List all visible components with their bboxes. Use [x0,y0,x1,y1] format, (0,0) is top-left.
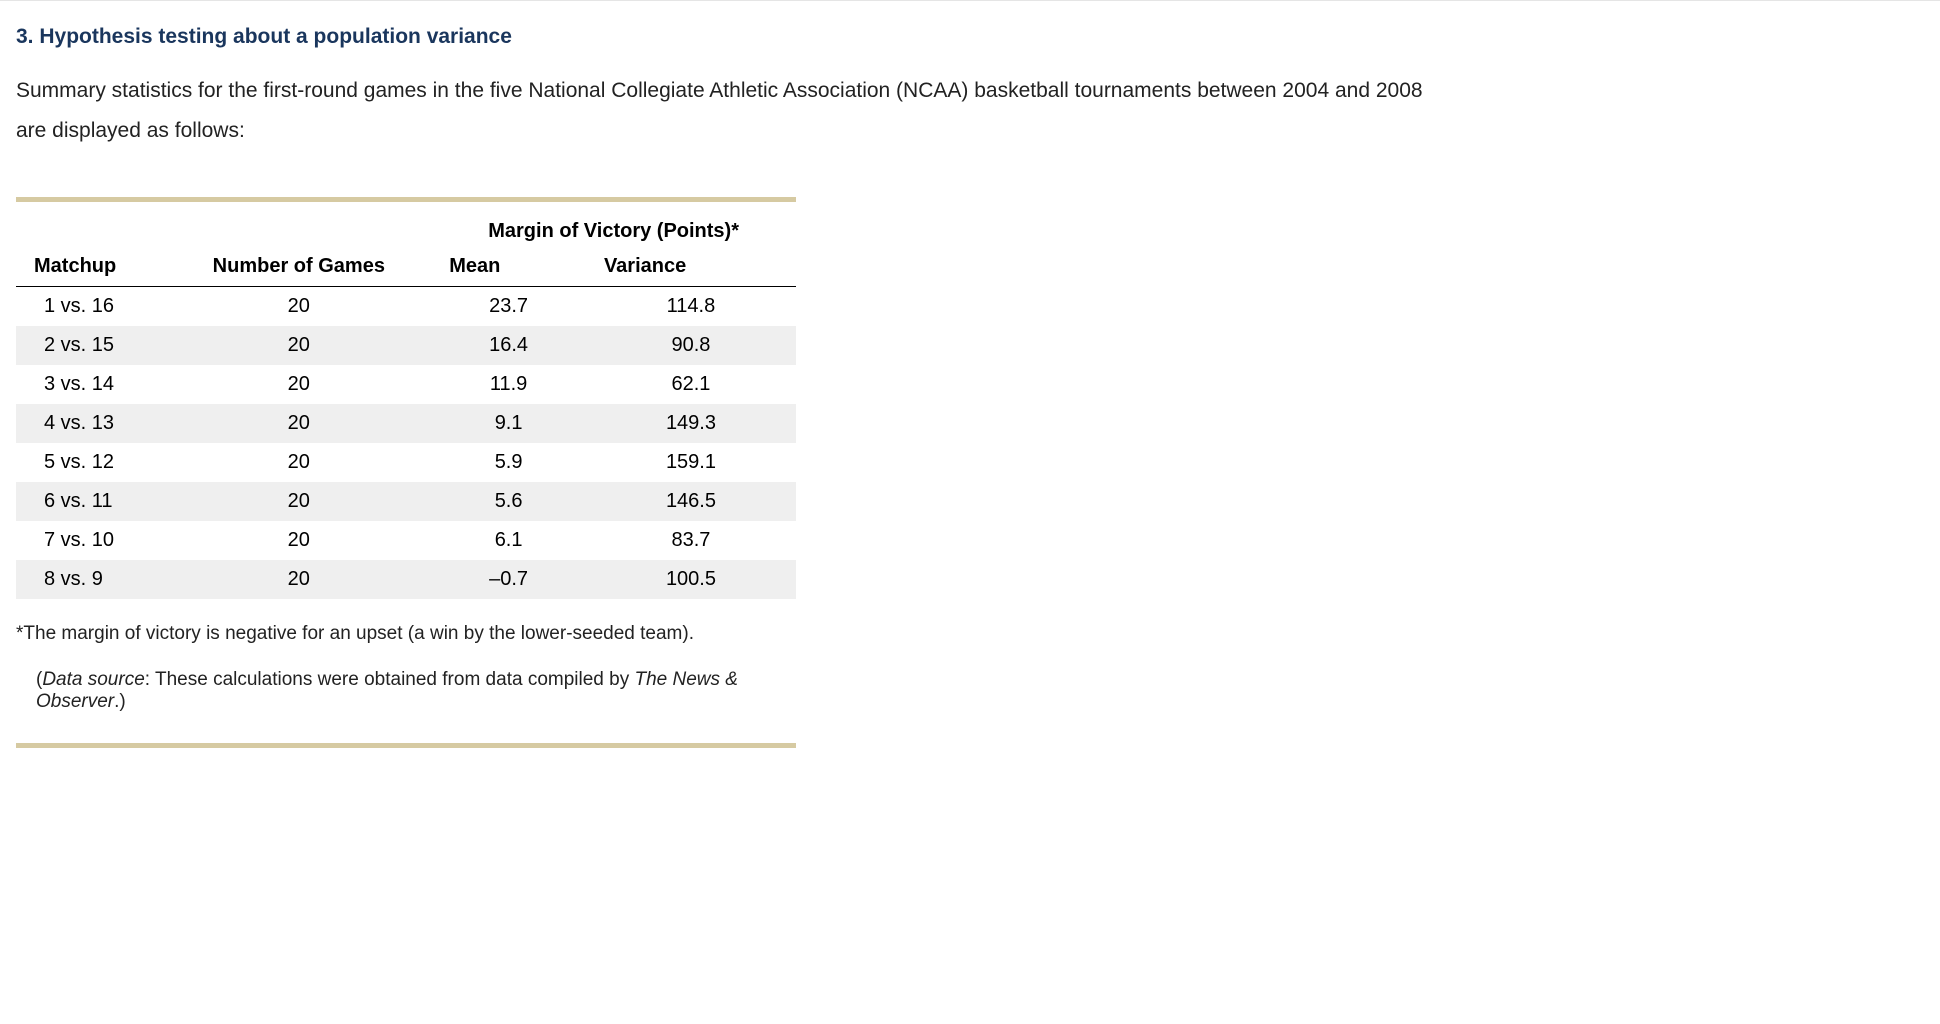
table-row: 5 vs. 12205.9159.1 [16,443,796,482]
table-cell: 83.7 [586,521,796,560]
table-cell: 6 vs. 11 [16,482,166,521]
col-number-of-games: Number of Games [166,247,431,287]
table-cell: 20 [166,443,431,482]
stats-table-wrapper: Margin of Victory (Points)* Matchup Numb… [16,197,796,748]
table-cell: 90.8 [586,326,796,365]
table-cell: –0.7 [431,560,586,599]
table-cell: 5.9 [431,443,586,482]
table-row: 2 vs. 152016.490.8 [16,326,796,365]
table-superheader: Margin of Victory (Points)* [431,212,796,247]
col-variance: Variance [586,247,796,287]
stats-table: Margin of Victory (Points)* Matchup Numb… [16,212,796,599]
table-cell: 8 vs. 9 [16,560,166,599]
col-mean: Mean [431,247,586,287]
table-cell: 7 vs. 10 [16,521,166,560]
page-container: 3. Hypothesis testing about a population… [0,0,1940,788]
table-cell: 2 vs. 15 [16,326,166,365]
table-row: 4 vs. 13209.1149.3 [16,404,796,443]
table-cell: 23.7 [431,286,586,326]
table-cell: 20 [166,482,431,521]
table-cell: 20 [166,286,431,326]
data-source-tail: .) [114,691,126,712]
data-source-label: Data source [42,669,144,690]
col-matchup: Matchup [16,247,166,287]
table-cell: 20 [166,521,431,560]
table-row: 1 vs. 162023.7114.8 [16,286,796,326]
table-cell: 62.1 [586,365,796,404]
table-cell: 5 vs. 12 [16,443,166,482]
table-cell: 100.5 [586,560,796,599]
table-row: 6 vs. 11205.6146.5 [16,482,796,521]
table-cell: 146.5 [586,482,796,521]
table-cell: 159.1 [586,443,796,482]
table-cell: 1 vs. 16 [16,286,166,326]
table-cell: 11.9 [431,365,586,404]
table-row: 8 vs. 920–0.7100.5 [16,560,796,599]
table-footnote: *The margin of victory is negative for a… [16,623,796,645]
table-row: 3 vs. 142011.962.1 [16,365,796,404]
table-cell: 20 [166,560,431,599]
table-cell: 149.3 [586,404,796,443]
table-cell: 6.1 [431,521,586,560]
table-body: 1 vs. 162023.7114.82 vs. 152016.490.83 v… [16,286,796,599]
table-cell: 9.1 [431,404,586,443]
table-cell: 4 vs. 13 [16,404,166,443]
intro-paragraph: Summary statistics for the first-round g… [16,71,1436,151]
table-cell: 114.8 [586,286,796,326]
table-row: 7 vs. 10206.183.7 [16,521,796,560]
table-cell: 20 [166,404,431,443]
table-cell: 3 vs. 14 [16,365,166,404]
table-cell: 5.6 [431,482,586,521]
table-cell: 16.4 [431,326,586,365]
table-cell: 20 [166,326,431,365]
section-title: 3. Hypothesis testing about a population… [16,25,1924,49]
table-cell: 20 [166,365,431,404]
data-source-note: (Data source: These calculations were ob… [36,669,796,713]
data-source-text: : These calculations were obtained from … [145,669,635,690]
